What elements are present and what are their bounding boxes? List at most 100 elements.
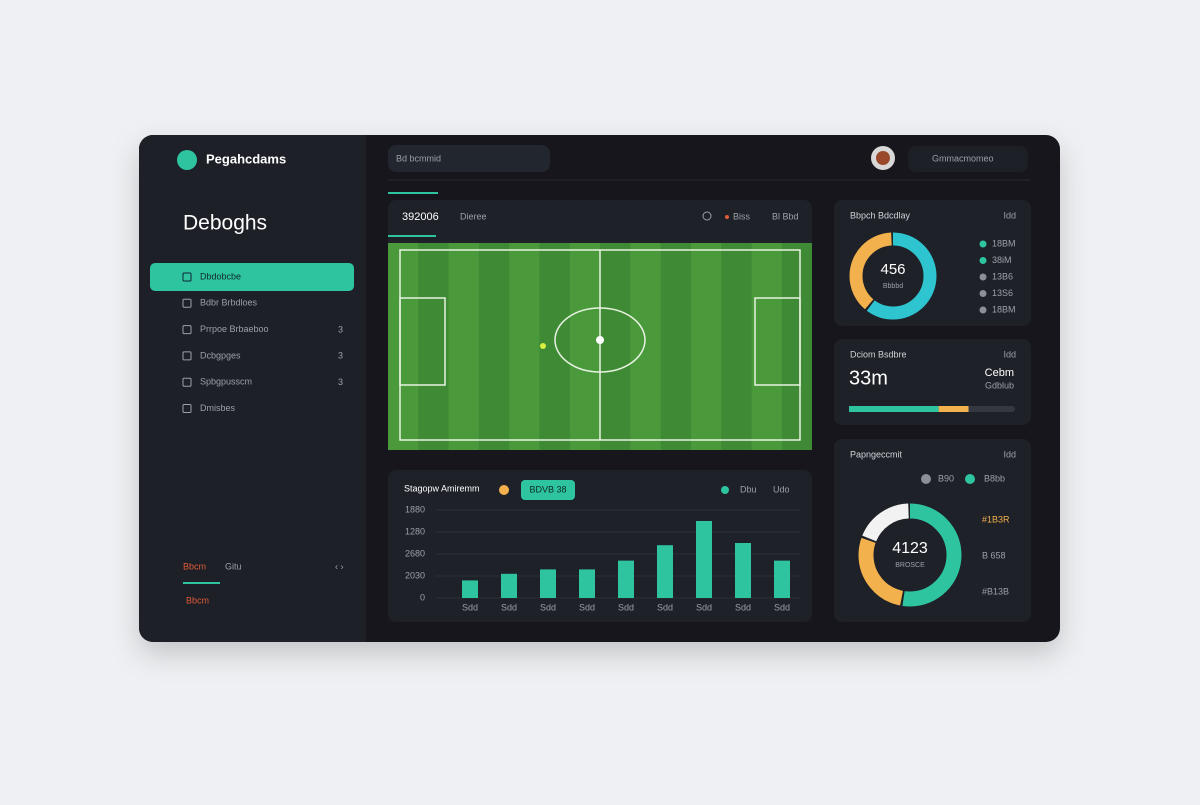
nav-item[interactable]: Bdbr Brbdloes [200, 298, 258, 308]
donut-segment [858, 503, 962, 607]
button-label[interactable]: BDVB 38 [529, 484, 566, 494]
x-tick-label: Sdd [462, 602, 478, 612]
bar [579, 569, 595, 598]
stripe [630, 243, 661, 450]
donut-value: 4123 [892, 540, 928, 557]
sidebar-title: Deboghs [183, 212, 267, 235]
progress-segment [849, 406, 939, 412]
icon [702, 211, 712, 221]
donut-segment [849, 232, 937, 320]
legend-label: B8bb [984, 473, 1005, 483]
x-tick-label: Sdd [540, 602, 556, 612]
side-label: #1B3R [982, 514, 1010, 524]
dot [499, 485, 509, 495]
user-box[interactable] [908, 146, 1028, 172]
y-tick-label: 1280 [405, 526, 425, 536]
progress-panel [834, 339, 1031, 425]
bar [696, 521, 712, 598]
side-sub: Gdblub [985, 380, 1014, 390]
legend-dot [979, 306, 987, 314]
nav-item[interactable]: Prrpoe Brbaeboo [200, 324, 269, 334]
user-name[interactable]: Gmmacmomeo [932, 153, 994, 163]
stripe [509, 243, 540, 450]
nav-badge: 3 [338, 351, 343, 361]
sidebar [139, 135, 366, 642]
bar [735, 543, 751, 598]
avatar-face [876, 151, 890, 165]
legend-label: 13B6 [992, 271, 1013, 281]
search-text[interactable]: Bd bcmmid [396, 153, 441, 163]
stripe [448, 243, 479, 450]
legend-label: Dbu [740, 484, 757, 494]
legend-label: 13S6 [992, 288, 1013, 298]
donut-segment [858, 503, 962, 607]
pitch [388, 243, 812, 450]
nav-badge: 3 [338, 324, 343, 334]
donut-panel [834, 439, 1031, 622]
nav-active[interactable] [150, 263, 354, 291]
legend-label: 38iM [992, 255, 1012, 265]
y-tick-label: 2680 [405, 548, 425, 558]
live-dot [725, 215, 729, 219]
bar [774, 560, 790, 598]
donut-segment [849, 232, 937, 320]
bar [462, 580, 478, 598]
nav-icon[interactable] [182, 377, 192, 387]
bar [501, 573, 517, 598]
nav-icon[interactable] [182, 351, 192, 361]
side-label: #B13B [982, 586, 1009, 596]
panel-title: Dciom Bsdbre [850, 349, 907, 359]
x-tick-label: Sdd [618, 602, 634, 612]
legend-dot [721, 486, 729, 494]
y-tick-label: 0 [420, 592, 425, 602]
footer-item[interactable]: Gitu [225, 561, 242, 571]
progress-segment [938, 406, 969, 412]
footer-item[interactable]: Bbcm [186, 595, 209, 605]
y-tick-label: 1880 [405, 504, 425, 514]
button[interactable] [521, 480, 575, 500]
y-tick-label: 2030 [405, 570, 425, 580]
nav-icon[interactable] [182, 325, 192, 335]
stripe [691, 243, 722, 450]
panel-title: Papngeccmit [850, 449, 903, 459]
legend-dot [979, 240, 987, 248]
x-tick-label: Sdd [774, 602, 790, 612]
legend-label: 18BM [992, 238, 1016, 248]
legend-dot [921, 474, 931, 484]
search-bar[interactable] [388, 145, 550, 172]
x-tick-label: Sdd [657, 602, 673, 612]
video-subtitle: Dieree [460, 211, 487, 221]
brand: Pegahcdams [206, 151, 286, 166]
nav-icon[interactable] [182, 298, 192, 308]
metric-value: 33m [849, 367, 888, 389]
donut-sub: Bbbbd [883, 283, 903, 290]
footer-item[interactable]: Bbcm [183, 561, 206, 571]
panel-corner: Idd [1003, 449, 1016, 459]
logo [177, 150, 197, 170]
bar [657, 545, 673, 598]
legend-dot [979, 273, 987, 281]
nav-icon[interactable] [182, 272, 192, 282]
donut-sub: BROSCE [895, 562, 925, 569]
chart-title: Stagopw Amiremm [404, 483, 480, 493]
video-action[interactable]: Bl Bbd [772, 211, 799, 221]
side-label: B 658 [982, 550, 1006, 560]
nav-item[interactable]: Dmisbes [200, 403, 236, 413]
legend-dot [965, 474, 975, 484]
nav-badge: 3 [338, 377, 343, 387]
nav-icon[interactable] [182, 404, 192, 413]
legend-label: B90 [938, 473, 954, 483]
nav-item[interactable]: Dbdobcbe [200, 271, 241, 281]
panel-corner: Idd [1003, 349, 1016, 359]
chevron[interactable]: ‹ › [335, 561, 344, 571]
legend-dot [979, 290, 987, 297]
nav-item[interactable]: Spbgpusscm [200, 377, 252, 387]
x-tick-label: Sdd [501, 602, 517, 612]
x-tick-label: Sdd [579, 602, 595, 612]
legend-label: 18BM [992, 304, 1016, 314]
nav-item[interactable]: Dcbgpges [200, 350, 241, 360]
bar [618, 560, 634, 598]
legend-dot [979, 257, 987, 264]
